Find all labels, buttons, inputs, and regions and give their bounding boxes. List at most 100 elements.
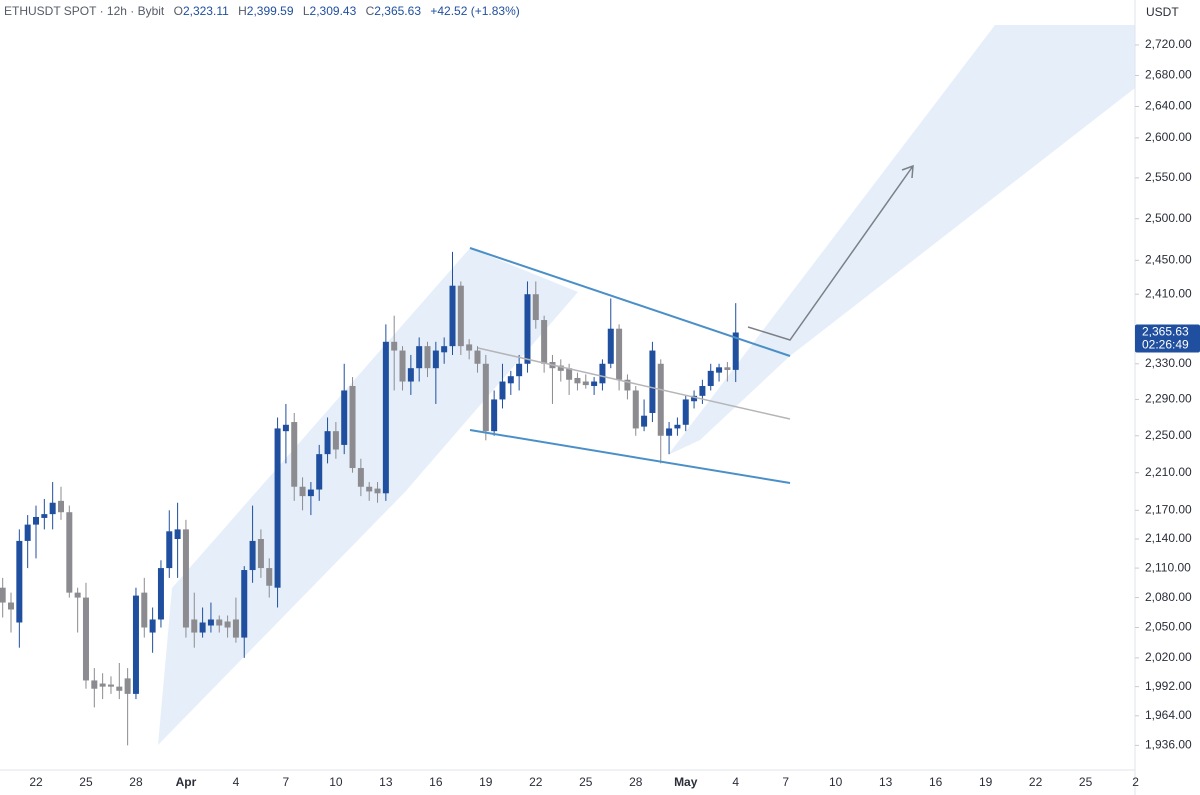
legend-prefix: L [303, 4, 310, 18]
candle-body [266, 568, 273, 586]
symbol-title: ETHUSDT SPOT · 12h · Bybit [4, 4, 165, 18]
candle-body [657, 363, 664, 436]
y-tick-label: 2,410.00 [1145, 286, 1192, 300]
candle-body [149, 619, 156, 633]
candle-body [157, 568, 164, 620]
candle-body [57, 500, 64, 513]
ticks: 1,936.00 1,964.00 1,992.00 2,020.00 2,050.00… [29, 37, 1192, 789]
candle-body [674, 424, 681, 429]
candle-body [682, 399, 689, 425]
candle-body [532, 294, 539, 321]
candle-body [424, 346, 431, 369]
candle-body [66, 512, 73, 593]
y-tick-label: 2,140.00 [1145, 531, 1192, 545]
candle-body [33, 516, 39, 525]
candle-body [574, 377, 581, 384]
candle-body [74, 592, 81, 598]
wedge-upper-line [469, 247, 791, 357]
candle-body [541, 320, 548, 364]
candle-body [591, 381, 598, 386]
x-tick-label: 25 [579, 775, 593, 789]
legend-value: 2,323.11 [183, 4, 229, 18]
candle-body [116, 686, 123, 691]
candle-body [0, 587, 6, 603]
legend-prefix: H [238, 4, 247, 18]
legend-prefix: C [366, 4, 375, 18]
candle-body [474, 350, 481, 364]
candle-body [207, 619, 214, 626]
candle-body [182, 529, 189, 628]
x-tick-label: 4 [732, 775, 739, 789]
legend-value: 2,365.63 [374, 4, 421, 18]
candle-body [382, 341, 389, 494]
candle-body [274, 428, 281, 588]
legend-prefix: O [174, 4, 183, 18]
legend-value: 2,399.59 [247, 4, 294, 18]
x-tick-label: 22 [529, 775, 543, 789]
candle-body [291, 422, 298, 487]
x-tick-label: 7 [782, 775, 789, 789]
y-tick-label: 2,640.00 [1145, 99, 1192, 113]
y-tick-label: 2,600.00 [1145, 130, 1192, 144]
y-tick-label: 2,050.00 [1145, 620, 1192, 634]
candle-body [91, 680, 98, 689]
x-tick-label: 13 [879, 775, 893, 789]
candle-body [8, 602, 15, 610]
price-tag-label: 2,365.63 [1142, 325, 1189, 339]
y-tick-label: 2,020.00 [1145, 650, 1192, 664]
x-tick-label: Apr [176, 775, 197, 789]
candle-body [491, 399, 498, 432]
candle-body [516, 363, 523, 377]
x-tick-label: 16 [929, 775, 943, 789]
candle-body [407, 368, 414, 382]
candle-body [449, 285, 456, 347]
y-tick-label: 2,500.00 [1145, 211, 1192, 225]
candle-body [299, 486, 306, 497]
candle-body [499, 381, 506, 400]
candle-body [316, 454, 323, 490]
projected-channel [668, 25, 1135, 455]
candle-body [432, 350, 439, 369]
candle-body [132, 595, 139, 694]
candle-body [141, 592, 148, 628]
x-tick-label: 2 [1132, 775, 1139, 789]
candle-body [441, 346, 448, 353]
candle-body [457, 285, 464, 347]
candle-body [666, 428, 673, 436]
candle-body [282, 424, 289, 432]
candle-body [16, 540, 23, 623]
x-tick-label: 16 [429, 775, 443, 789]
y-tick-label: 1,964.00 [1145, 708, 1192, 722]
candle-body [466, 344, 473, 351]
y-tick-label: 1,936.00 [1145, 738, 1192, 752]
x-tick-label: 10 [329, 775, 343, 789]
candle-body [166, 531, 173, 569]
x-tick-label: 22 [29, 775, 43, 789]
x-tick-label: 4 [233, 775, 240, 789]
x-tick-label: 10 [829, 775, 843, 789]
y-tick-label: 2,330.00 [1145, 356, 1192, 370]
candle-body [582, 381, 589, 386]
candle-body [24, 524, 31, 541]
candle-body [82, 597, 89, 681]
candle-body [216, 619, 223, 626]
candle-body [624, 379, 631, 391]
y-tick-label: 2,550.00 [1145, 170, 1192, 184]
candle-body [349, 385, 356, 469]
candle-body [724, 367, 731, 370]
candle-body [124, 678, 131, 694]
candle-body [332, 431, 339, 450]
x-tick-label: 13 [379, 775, 393, 789]
price-change: +42.52 (+1.83%) [430, 4, 519, 18]
y-tick-label: 2,250.00 [1145, 428, 1192, 442]
header: ETHUSDT SPOT · 12h · Bybit O2,323.11 H2,… [4, 4, 520, 18]
candle-body [707, 370, 714, 386]
wedge-lower-line [469, 429, 791, 484]
x-tick-label: 19 [979, 775, 993, 789]
candle-body [507, 376, 514, 384]
candle-body [482, 363, 489, 432]
price-tag-box [1135, 324, 1200, 353]
arrow-head [901, 164, 914, 179]
candle-body [691, 395, 698, 402]
